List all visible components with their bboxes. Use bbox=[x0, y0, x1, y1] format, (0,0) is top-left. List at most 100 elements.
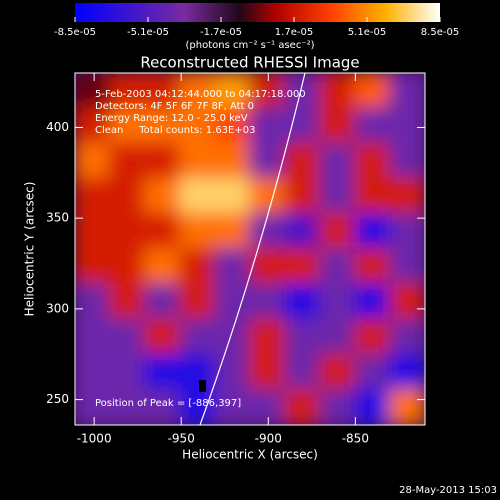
image-cell bbox=[249, 353, 286, 391]
image-cell bbox=[284, 248, 321, 286]
image-cell bbox=[249, 142, 286, 180]
image-cell bbox=[319, 142, 356, 180]
image-cell bbox=[75, 142, 111, 180]
image-cell bbox=[144, 248, 181, 286]
image-cell bbox=[389, 142, 425, 180]
image-cell bbox=[319, 388, 356, 425]
image-cells bbox=[75, 73, 425, 425]
image-cell bbox=[214, 73, 251, 110]
annotations: 5-Feb-2003 04:12:44.000 to 04:17:18.000D… bbox=[95, 89, 306, 136]
x-tick-label: -950 bbox=[168, 432, 195, 446]
image-cell bbox=[389, 212, 425, 250]
image-cell bbox=[179, 318, 216, 356]
image-cell bbox=[109, 318, 146, 356]
image-cell bbox=[109, 73, 146, 110]
image-cell bbox=[179, 283, 216, 321]
image-cell bbox=[179, 107, 216, 145]
image-cell bbox=[354, 107, 391, 145]
colorbar bbox=[75, 3, 440, 22]
image-cell bbox=[389, 388, 425, 425]
x-tick-label: -900 bbox=[255, 432, 282, 446]
image-cell bbox=[179, 177, 216, 215]
peak-marker bbox=[199, 380, 206, 392]
colorbar-tick-label: 5.1e-05 bbox=[348, 27, 386, 38]
image-cell bbox=[389, 318, 425, 356]
image-cell bbox=[75, 388, 111, 425]
image-cell bbox=[214, 388, 251, 425]
image-cell bbox=[319, 212, 356, 250]
image-cell bbox=[144, 283, 181, 321]
annotation: Energy Range: 12.0 - 25.0 keV bbox=[95, 113, 248, 124]
image-cell bbox=[144, 142, 181, 180]
image-cell bbox=[354, 353, 391, 391]
image-cell bbox=[75, 177, 111, 215]
image-cell bbox=[354, 388, 391, 425]
image-cell bbox=[354, 142, 391, 180]
image-cell bbox=[109, 107, 146, 145]
image-cell bbox=[75, 248, 111, 286]
image-cell bbox=[319, 248, 356, 286]
image-cell bbox=[319, 107, 356, 145]
image-cell bbox=[389, 283, 425, 321]
image-cell bbox=[249, 212, 286, 250]
image-cell bbox=[109, 353, 146, 391]
image-cell bbox=[214, 283, 251, 321]
image-cell bbox=[249, 177, 286, 215]
image-cell bbox=[319, 73, 356, 110]
image-cell bbox=[249, 73, 286, 110]
annotation: 5-Feb-2003 04:12:44.000 to 04:17:18.000 bbox=[95, 89, 306, 100]
peak-label: Position of Peak = [-886,397] bbox=[95, 398, 241, 409]
image-cell bbox=[354, 73, 391, 110]
y-axis-label: Heliocentric Y (arcsec) bbox=[23, 182, 37, 317]
image-cell bbox=[284, 388, 321, 425]
x-tick-label: -1000 bbox=[77, 432, 112, 446]
colorbar-tick-label: -1.7e-05 bbox=[200, 27, 242, 38]
image-cell bbox=[284, 283, 321, 321]
x-axis-label: Heliocentric X (arcsec) bbox=[182, 448, 318, 462]
image-cell bbox=[249, 248, 286, 286]
image-cell bbox=[144, 73, 181, 110]
image-cell bbox=[109, 177, 146, 215]
image-cell bbox=[109, 388, 146, 425]
image-cell bbox=[179, 212, 216, 250]
image-cell bbox=[249, 107, 286, 145]
image-cell bbox=[214, 177, 251, 215]
image-area bbox=[75, 73, 425, 425]
image-cell bbox=[284, 107, 321, 145]
image-cell bbox=[389, 353, 425, 391]
image-cell bbox=[354, 177, 391, 215]
colorbar-tick-label: -5.1e-05 bbox=[127, 27, 169, 38]
image-cell bbox=[144, 353, 181, 391]
image-cell bbox=[75, 283, 111, 321]
image-cell bbox=[284, 73, 321, 110]
image-cell bbox=[354, 318, 391, 356]
image-cell bbox=[144, 318, 181, 356]
image-cell bbox=[284, 353, 321, 391]
image-cell bbox=[354, 283, 391, 321]
image-cell bbox=[214, 353, 251, 391]
image-cell bbox=[319, 353, 356, 391]
image-cell bbox=[319, 318, 356, 356]
colorbar-tick-label: 1.7e-05 bbox=[275, 27, 313, 38]
image-cell bbox=[284, 177, 321, 215]
image-cell bbox=[75, 353, 111, 391]
image-cell bbox=[75, 73, 111, 110]
image-cell bbox=[179, 353, 216, 391]
image-cell bbox=[144, 107, 181, 145]
image-cell bbox=[249, 283, 286, 321]
y-tick-label: 350 bbox=[46, 211, 69, 225]
footer-date: 28-May-2013 15:03 bbox=[399, 485, 497, 496]
image-cell bbox=[109, 248, 146, 286]
image-cell bbox=[214, 142, 251, 180]
image-cell bbox=[179, 142, 216, 180]
image-cell bbox=[75, 107, 111, 145]
y-tick-label: 400 bbox=[46, 120, 69, 134]
y-tick-label: 300 bbox=[46, 301, 69, 315]
image-cell bbox=[179, 248, 216, 286]
image-cell bbox=[214, 212, 251, 250]
image-cell bbox=[144, 177, 181, 215]
image-cell bbox=[109, 212, 146, 250]
colorbar-tick-label: -8.5e-05 bbox=[54, 27, 96, 38]
